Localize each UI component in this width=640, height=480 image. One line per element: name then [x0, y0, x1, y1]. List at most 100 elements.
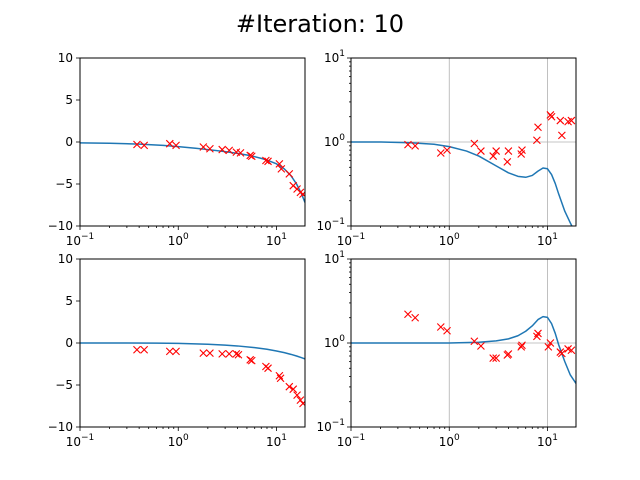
x-tick-label: 100 — [168, 232, 189, 248]
axes-frame — [79, 57, 306, 227]
data-point-marker — [492, 147, 501, 155]
data-point-marker — [546, 339, 555, 347]
data-point-marker — [567, 116, 576, 125]
x-tick-label: 10−1 — [66, 232, 95, 248]
data-point-marker — [218, 145, 227, 154]
y-tick-label: 101 — [324, 49, 345, 65]
data-point-marker — [275, 159, 284, 168]
y-tick-label: 101 — [324, 250, 345, 266]
data-point-marker — [477, 342, 485, 350]
data-point-marker — [443, 146, 451, 155]
data-point-marker — [567, 346, 576, 355]
data-point-marker — [547, 112, 556, 121]
data-point-marker — [503, 157, 512, 166]
y-tick-label: 100 — [324, 334, 345, 350]
data-point-marker — [236, 149, 245, 157]
data-point-marker — [557, 131, 566, 140]
y-tick-label: −10 — [48, 420, 73, 434]
x-tick-label: 100 — [439, 433, 460, 449]
data-point-marker — [264, 364, 272, 373]
data-point-marker — [165, 347, 174, 356]
data-point-marker — [277, 164, 286, 173]
data-point-marker — [518, 146, 526, 155]
data-point-marker — [218, 350, 227, 358]
data-point-marker — [470, 337, 479, 346]
data-point-marker — [404, 140, 412, 149]
data-point-marker — [140, 141, 149, 150]
y-tick-label: 100 — [324, 133, 345, 149]
data-point-marker — [262, 156, 270, 165]
data-point-marker — [299, 190, 305, 198]
data-point-marker — [404, 310, 412, 319]
model-curve — [351, 141, 573, 226]
x-tick-label: 101 — [266, 232, 287, 248]
y-tick-label: 0 — [65, 135, 73, 149]
data-point-marker — [504, 147, 513, 155]
data-point-marker — [285, 170, 294, 178]
data-point-marker — [517, 342, 526, 351]
model-curve — [351, 315, 576, 384]
data-point-marker — [232, 350, 241, 358]
data-point-marker — [436, 323, 445, 331]
y-tick-label: 10 — [58, 252, 73, 266]
x-tick-label: 10−1 — [337, 232, 366, 248]
data-markers — [404, 310, 576, 363]
y-tick-label: 0 — [65, 336, 73, 350]
data-point-marker — [206, 144, 214, 153]
x-tick-label: 10−1 — [337, 433, 366, 449]
data-point-marker — [557, 349, 566, 358]
data-point-marker — [225, 350, 234, 358]
x-tick-label: 101 — [537, 433, 558, 449]
data-point-marker — [172, 347, 180, 356]
model-curve — [80, 342, 305, 360]
data-point-marker — [489, 354, 498, 363]
data-point-marker — [443, 326, 451, 335]
data-point-marker — [411, 313, 420, 322]
data-markers — [133, 345, 305, 408]
data-point-marker — [289, 385, 298, 394]
subplot-top-left: 10−1 100 101 10 5 0 −5 −10 — [48, 51, 306, 248]
data-markers — [133, 139, 305, 198]
subplot-bottom-right: 10−1 100 101 101 100 10−1 — [316, 250, 577, 449]
subplot-bottom-left: 10−1 100 101 10 5 0 −5 −10 — [48, 252, 306, 449]
data-point-marker — [247, 152, 256, 161]
figure-title: #Iteration: 10 — [236, 10, 404, 38]
data-point-marker — [206, 349, 214, 357]
x-tick-label: 10−1 — [66, 433, 95, 449]
data-point-marker — [275, 371, 284, 380]
data-point-marker — [533, 136, 541, 145]
data-point-marker — [133, 140, 141, 149]
data-point-marker — [293, 391, 301, 399]
model-curve — [80, 142, 305, 203]
data-point-marker — [140, 345, 149, 354]
data-point-marker — [504, 350, 513, 358]
data-point-marker — [199, 349, 208, 357]
data-point-marker — [436, 149, 445, 157]
data-point-marker — [225, 146, 234, 155]
data-point-marker — [285, 382, 294, 391]
x-tick-label: 101 — [266, 433, 287, 449]
data-point-marker — [489, 152, 498, 160]
y-tick-label: −10 — [48, 219, 73, 233]
data-point-marker — [470, 139, 479, 148]
x-tick-label: 100 — [439, 232, 460, 248]
data-point-marker — [556, 116, 565, 125]
subplot-top-right: 10−1 100 101 101 100 10−1 — [316, 49, 577, 248]
data-point-marker — [276, 374, 285, 383]
data-point-marker — [165, 139, 174, 148]
data-point-marker — [477, 147, 485, 155]
data-markers — [404, 111, 576, 166]
y-tick-label: −5 — [55, 177, 73, 191]
data-point-marker — [264, 157, 272, 166]
y-tick-label: 5 — [65, 93, 73, 107]
y-tick-label: 10−1 — [316, 217, 345, 233]
y-tick-label: 5 — [65, 294, 73, 308]
data-point-marker — [534, 123, 542, 132]
y-tick-label: 10 — [58, 51, 73, 65]
data-point-marker — [544, 342, 553, 351]
data-point-marker — [518, 341, 526, 350]
data-point-marker — [234, 350, 243, 359]
data-point-marker — [492, 354, 501, 363]
